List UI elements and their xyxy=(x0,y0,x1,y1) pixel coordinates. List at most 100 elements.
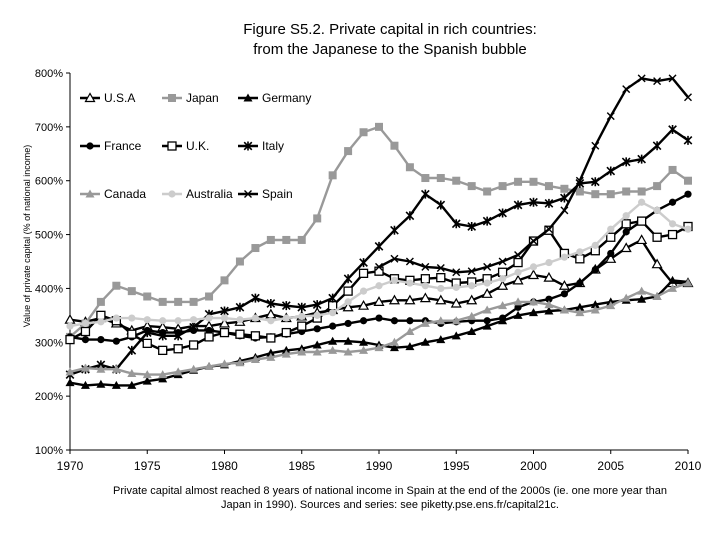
data-point-spain xyxy=(421,262,430,271)
series-layer xyxy=(64,74,694,389)
series-canada xyxy=(65,278,693,379)
data-point-italy xyxy=(683,135,693,145)
data-point-france xyxy=(668,198,677,206)
data-point-japan xyxy=(575,187,584,196)
data-point-italy xyxy=(498,208,507,218)
data-point-italy xyxy=(127,345,137,355)
legend-marker xyxy=(85,189,95,198)
data-point-u-s-a xyxy=(527,269,540,280)
y-tick-label: 700% xyxy=(35,122,63,134)
data-point-italy xyxy=(529,197,538,207)
data-point-germany xyxy=(544,306,554,315)
data-point-canada xyxy=(158,370,168,379)
data-point-italy xyxy=(312,300,322,310)
legend-marker xyxy=(168,94,176,102)
data-point-canada xyxy=(637,286,647,295)
legend-marker xyxy=(243,93,253,102)
data-point-australia xyxy=(159,317,167,325)
data-point-japan xyxy=(328,171,337,180)
data-point-u-k xyxy=(96,310,106,321)
data-point-u-k xyxy=(436,273,446,283)
data-point-canada xyxy=(590,305,600,314)
data-point-u-k xyxy=(188,340,199,350)
data-point-germany xyxy=(96,379,106,388)
data-point-u-s-a xyxy=(218,317,231,328)
data-point-u-k xyxy=(343,286,353,296)
data-point-australia xyxy=(251,314,259,322)
data-point-australia xyxy=(421,282,429,290)
data-point-australia xyxy=(205,314,213,322)
chart-caption: Private capital almost reached 8 years o… xyxy=(100,484,680,512)
data-point-japan xyxy=(189,297,198,306)
data-point-spain xyxy=(514,251,523,260)
data-point-u-s-a xyxy=(450,297,462,308)
data-point-australia xyxy=(607,225,615,233)
y-tick-label: 600% xyxy=(35,176,63,188)
data-point-u-s-a xyxy=(404,294,416,305)
data-point-japan xyxy=(684,176,692,185)
data-point-japan xyxy=(375,122,383,131)
data-point-germany xyxy=(668,275,678,284)
data-point-japan xyxy=(452,176,461,185)
data-point-canada xyxy=(559,305,569,314)
data-point-germany xyxy=(405,342,415,351)
data-point-canada xyxy=(652,292,662,301)
data-point-australia xyxy=(190,316,198,324)
data-point-australia xyxy=(684,225,692,233)
x-tick-label: 1980 xyxy=(211,459,238,473)
data-point-japan xyxy=(483,187,492,196)
data-point-germany xyxy=(359,337,369,346)
legend-item-germany: Germany xyxy=(238,91,311,105)
data-point-germany xyxy=(482,321,492,330)
x-tick-label: 2000 xyxy=(520,459,547,473)
data-point-australia xyxy=(298,312,306,321)
data-point-australia xyxy=(591,241,599,249)
y-axis-label: Value of private capital (% of national … xyxy=(22,145,32,327)
data-point-canada xyxy=(513,297,523,306)
data-point-australia xyxy=(529,263,538,271)
data-point-u-k xyxy=(281,327,291,338)
data-point-canada xyxy=(544,300,554,309)
data-point-u-k xyxy=(142,338,152,349)
data-point-australia xyxy=(576,248,584,256)
data-point-japan xyxy=(421,174,430,183)
data-point-canada xyxy=(80,363,90,372)
data-point-u-k xyxy=(420,274,431,284)
data-point-japan xyxy=(390,141,399,150)
data-point-u-k xyxy=(219,327,230,338)
data-point-japan xyxy=(514,177,523,186)
data-point-australia xyxy=(236,316,244,324)
data-point-italy xyxy=(220,306,229,316)
data-point-spain xyxy=(668,74,677,83)
data-point-australia xyxy=(97,318,105,326)
data-point-australia xyxy=(143,316,151,324)
data-point-u-s-a xyxy=(358,299,370,310)
y-tick-label: 300% xyxy=(35,337,63,349)
data-point-italy xyxy=(158,331,168,341)
legend-item-japan: Japan xyxy=(162,91,219,105)
data-point-italy xyxy=(436,200,446,210)
data-point-france xyxy=(622,228,630,236)
chart-subtitle: from the Japanese to the Spanish bubble xyxy=(253,41,527,58)
y-tick-label: 800% xyxy=(35,68,63,80)
data-point-spain xyxy=(591,141,600,150)
data-point-france xyxy=(576,279,584,287)
data-point-france xyxy=(390,317,399,325)
data-point-france xyxy=(205,326,213,335)
data-point-spain xyxy=(575,176,584,185)
data-point-australia xyxy=(437,284,445,293)
data-point-spain xyxy=(498,257,507,266)
data-point-japan xyxy=(544,182,553,191)
data-point-italy xyxy=(266,299,276,309)
data-point-australia xyxy=(622,212,630,220)
data-point-canada xyxy=(467,311,477,320)
data-point-france xyxy=(112,337,120,345)
legend-item-spain: Spain xyxy=(238,187,293,201)
data-point-australia xyxy=(390,276,399,284)
data-point-italy xyxy=(374,241,384,251)
data-point-u-k xyxy=(235,329,245,339)
series-spain xyxy=(375,74,692,277)
data-point-japan xyxy=(606,190,615,199)
data-point-japan xyxy=(297,235,306,244)
data-point-germany xyxy=(142,376,152,385)
